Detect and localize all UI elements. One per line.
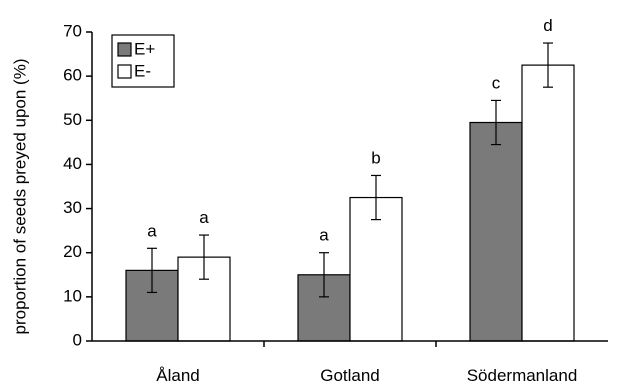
x-tick-label: Gotland bbox=[320, 366, 380, 385]
legend-swatch bbox=[118, 43, 131, 56]
y-tick-label: 20 bbox=[63, 242, 82, 261]
legend-swatch bbox=[118, 65, 131, 78]
bar-e-minus bbox=[522, 65, 574, 341]
y-axis-ticks: 0 10 20 30 40 50 60 70 bbox=[63, 21, 92, 349]
legend-label: E+ bbox=[134, 39, 155, 58]
y-tick-label: 10 bbox=[63, 286, 82, 305]
y-axis-title: proportion of seeds preyed upon (%) bbox=[10, 59, 29, 335]
legend-label: E- bbox=[134, 61, 151, 80]
significance-label: b bbox=[371, 148, 380, 167]
bars-group: a a a b c d bbox=[126, 16, 574, 341]
y-tick-label: 50 bbox=[63, 110, 82, 129]
significance-label: a bbox=[319, 226, 329, 245]
y-axis-title-group: proportion of seeds preyed upon (%) bbox=[10, 59, 29, 335]
y-tick-label: 30 bbox=[63, 198, 82, 217]
y-tick-label: 70 bbox=[63, 21, 82, 40]
significance-label: d bbox=[543, 16, 552, 35]
y-tick-label: 0 bbox=[73, 330, 82, 349]
bar-e-plus bbox=[470, 122, 522, 341]
significance-label: a bbox=[199, 208, 209, 227]
legend: E+ E- bbox=[112, 35, 174, 87]
y-tick-label: 40 bbox=[63, 154, 82, 173]
y-tick-label: 60 bbox=[63, 66, 82, 85]
x-axis-ticks: Åland Gotland Södermanland bbox=[156, 341, 577, 385]
significance-label: a bbox=[147, 221, 157, 240]
x-tick-label: Södermanland bbox=[467, 366, 578, 385]
significance-label: c bbox=[492, 73, 501, 92]
x-tick-label: Åland bbox=[156, 366, 199, 385]
